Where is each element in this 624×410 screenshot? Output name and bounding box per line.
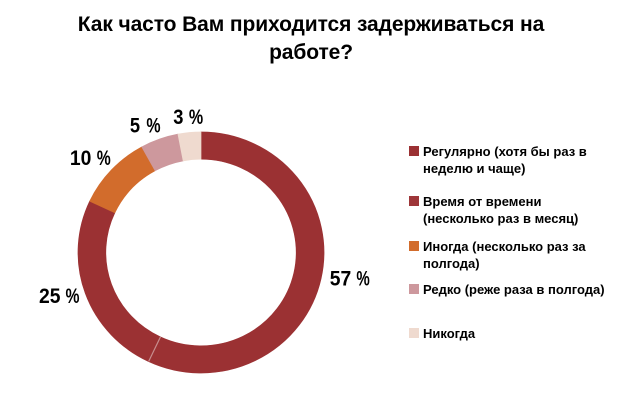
svg-text:5: 5 xyxy=(130,113,140,137)
svg-text:%: % xyxy=(189,105,203,129)
svg-text:%: % xyxy=(66,284,80,308)
svg-text:57: 57 xyxy=(330,266,352,290)
svg-text:%: % xyxy=(356,266,369,290)
svg-text:25: 25 xyxy=(39,284,61,308)
svg-text:%: % xyxy=(146,113,160,137)
svg-text:3: 3 xyxy=(173,105,183,129)
svg-text:%: % xyxy=(97,146,111,170)
svg-text:10: 10 xyxy=(70,146,92,170)
